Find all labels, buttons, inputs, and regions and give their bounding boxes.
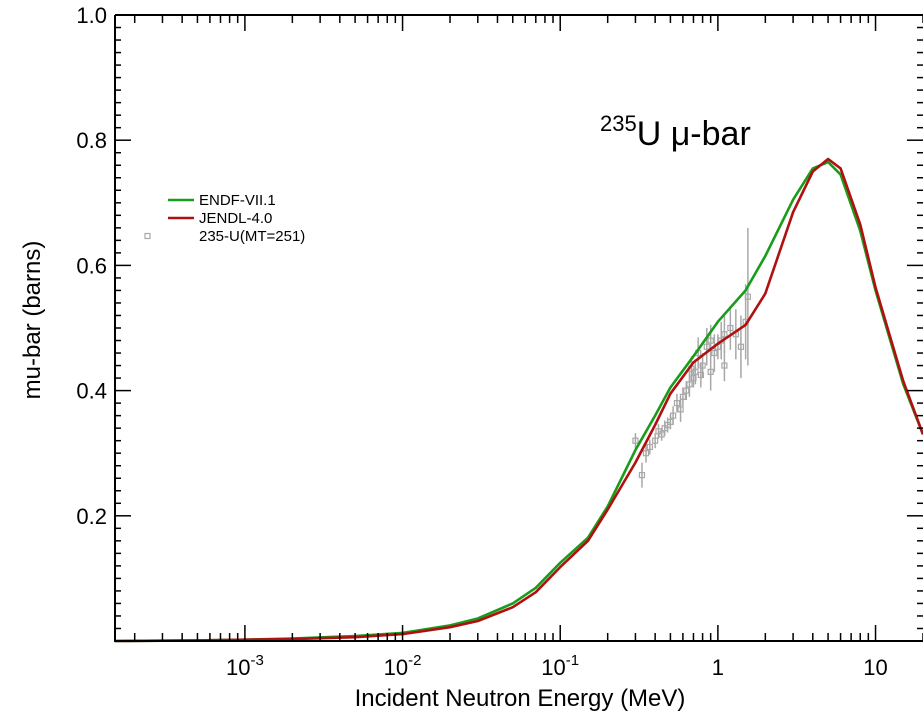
legend-label: 235-U(MT=251) bbox=[199, 228, 305, 245]
x-tick-label: 10-1 bbox=[541, 652, 579, 680]
experimental-point bbox=[703, 328, 710, 366]
annotation-superscript: 235 bbox=[600, 111, 637, 136]
x-tick-label: 10-2 bbox=[384, 652, 422, 680]
point-marker bbox=[703, 343, 710, 350]
point-marker bbox=[673, 400, 681, 407]
annotation-main: U μ-bar bbox=[637, 115, 751, 153]
experimental-point bbox=[686, 371, 693, 397]
point-marker bbox=[699, 362, 706, 369]
y-tick-label: 0.8 bbox=[76, 128, 107, 153]
experimental-point bbox=[683, 381, 690, 400]
point-marker bbox=[632, 437, 639, 444]
experimental-point bbox=[652, 433, 659, 449]
legend-label: ENDF-VII.1 bbox=[199, 192, 276, 209]
experimental-point bbox=[679, 387, 687, 407]
experimental-point bbox=[737, 315, 745, 379]
plot-frame bbox=[114, 14, 923, 642]
experimental-point bbox=[632, 433, 639, 449]
y-tick-label: 0.2 bbox=[76, 504, 107, 529]
experimental-point bbox=[638, 462, 646, 488]
point-marker bbox=[721, 362, 728, 369]
point-marker bbox=[744, 293, 751, 300]
experimental-point bbox=[711, 334, 718, 372]
experimental-point bbox=[721, 315, 728, 354]
x-tick-label: 10 bbox=[863, 655, 887, 680]
x-tick-label: 1 bbox=[712, 655, 724, 680]
experimental-point bbox=[646, 439, 653, 455]
experimental-point bbox=[721, 349, 728, 382]
legend-swatch bbox=[144, 232, 151, 240]
y-tick-label: 1.0 bbox=[76, 3, 107, 28]
chart-annotation: 235U μ-bar bbox=[600, 111, 751, 153]
experimental-point bbox=[670, 406, 677, 426]
point-marker bbox=[711, 349, 718, 357]
point-marker bbox=[638, 472, 646, 479]
y-tick-label: 0.6 bbox=[76, 253, 107, 278]
experimental-point bbox=[677, 396, 684, 422]
experimental-point bbox=[699, 353, 706, 379]
experimental-point bbox=[692, 359, 699, 385]
point-marker bbox=[670, 412, 677, 419]
point-marker bbox=[677, 406, 684, 413]
point-marker bbox=[679, 393, 687, 400]
point-marker bbox=[707, 368, 714, 375]
point-marker bbox=[646, 443, 653, 451]
x-tick-label: 10-3 bbox=[226, 652, 264, 680]
point-marker bbox=[692, 368, 699, 375]
point-marker bbox=[652, 437, 659, 444]
point-marker bbox=[737, 343, 745, 350]
point-marker bbox=[727, 324, 734, 332]
y-axis-title: mu-bar (barns) bbox=[19, 241, 46, 400]
point-marker bbox=[642, 450, 650, 457]
y-tick-label: 0.4 bbox=[76, 379, 107, 404]
experimental-point bbox=[707, 353, 714, 391]
axes: 10-3 10-2 10-1 1 10 0.2 0.4 0.6 0.8 1.0 bbox=[76, 3, 923, 680]
point-marker bbox=[721, 331, 728, 338]
legend-entry: 235-U(MT=251) bbox=[144, 228, 305, 245]
point-marker bbox=[697, 371, 704, 379]
legend-label: JENDL-4.0 bbox=[199, 210, 272, 227]
legend-entry: ENDF-VII.1 bbox=[168, 192, 276, 209]
experimental-point bbox=[697, 362, 704, 388]
point-marker bbox=[686, 381, 693, 388]
experimental-point bbox=[673, 393, 681, 413]
point-marker bbox=[707, 337, 714, 344]
experimental-point bbox=[727, 306, 734, 350]
x-axis-title: Incident Neutron Energy (MeV) bbox=[355, 685, 686, 712]
experimental-point bbox=[642, 443, 650, 463]
experimental-point bbox=[744, 227, 751, 366]
legend-entry: JENDL-4.0 bbox=[168, 210, 272, 227]
